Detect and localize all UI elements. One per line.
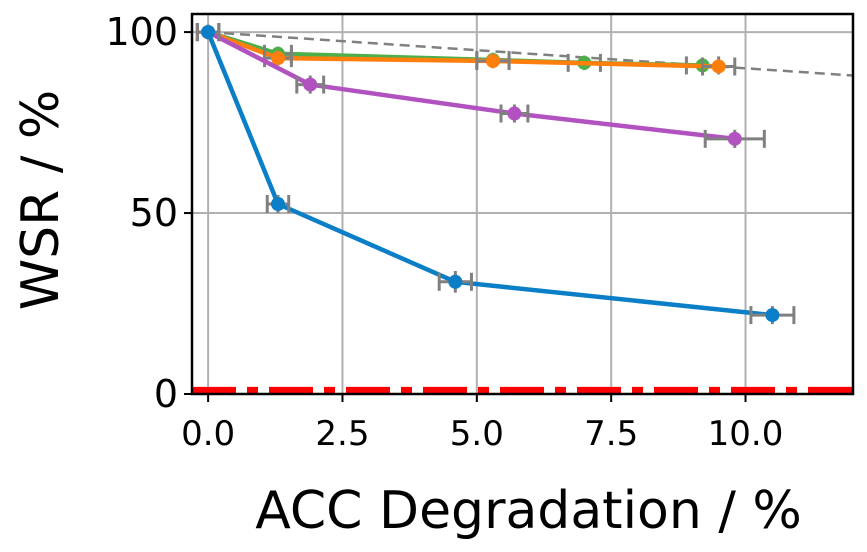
grid [192,14,853,395]
plot-frame [190,12,855,396]
y-axis-label: WSR / % [11,90,71,311]
purple-series [195,23,766,148]
blue-series [195,23,796,325]
blue-series-line [206,31,773,318]
diagonal-reference-line [208,30,854,77]
purple-series-line [207,30,736,142]
orange-series-line [207,29,719,69]
x-tick-label: 10.0 [708,414,784,454]
data-point [270,197,285,211]
data-point [711,59,726,74]
data-point [727,131,742,146]
x-tick-label: 0.0 [181,414,235,454]
y-tick-label: 100 [105,10,178,54]
y-tick-label: 50 [130,191,178,235]
data-point [303,77,318,92]
series-group [195,23,796,325]
reference-lines [192,30,854,394]
data-point [448,274,463,289]
data-point [485,54,500,69]
x-tick-label: 2.5 [315,414,369,454]
x-tick-label: 7.5 [584,414,638,454]
data-point [507,106,522,121]
data-point [765,308,780,323]
data-point [201,25,216,40]
data-point [270,51,285,66]
y-tick-label: 0 [154,372,178,416]
x-axis-label: ACC Degradation / % [255,481,802,541]
axes: 0.0 2.5 5.0 7.5 10.0 0 50 100 [105,10,783,454]
x-tick-label: 5.0 [450,414,504,454]
